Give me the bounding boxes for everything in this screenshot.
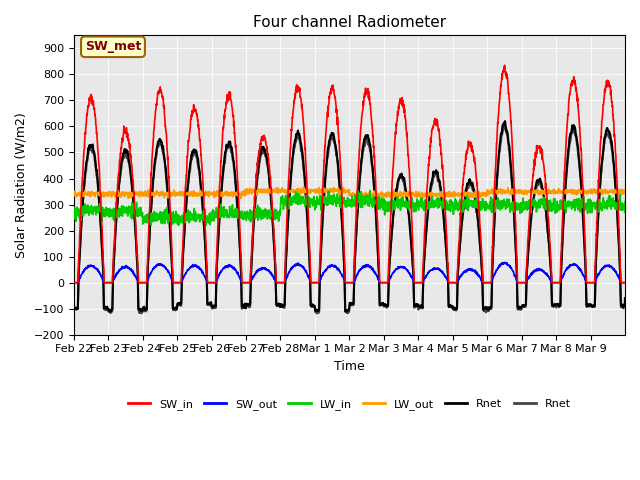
- Text: SW_met: SW_met: [85, 40, 141, 53]
- Y-axis label: Solar Radiation (W/m2): Solar Radiation (W/m2): [15, 112, 28, 258]
- X-axis label: Time: Time: [334, 360, 365, 373]
- Legend: SW_in, SW_out, LW_in, LW_out, Rnet, Rnet: SW_in, SW_out, LW_in, LW_out, Rnet, Rnet: [124, 394, 575, 414]
- Title: Four channel Radiometer: Four channel Radiometer: [253, 15, 446, 30]
